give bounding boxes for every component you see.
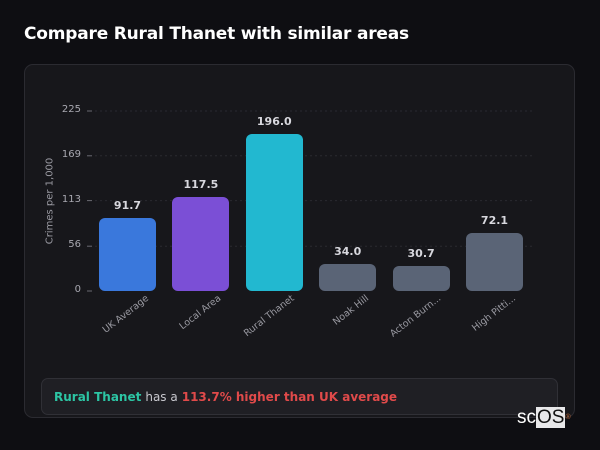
page-title: Compare Rural Thanet with similar areas: [24, 24, 409, 44]
registered-mark-icon: ®: [565, 414, 571, 421]
brand-highlight: OS: [536, 407, 566, 428]
summary-comparison: 113.7% higher than UK average: [181, 389, 398, 404]
brand-logo: scOS®: [517, 407, 571, 428]
summary-connector: has a: [145, 389, 178, 404]
brand-prefix: sc: [517, 407, 536, 428]
comparison-summary: Rural Thanet has a 113.7% higher than UK…: [41, 378, 558, 415]
summary-area-name: Rural Thanet: [54, 389, 142, 404]
chart-card: [24, 64, 575, 418]
